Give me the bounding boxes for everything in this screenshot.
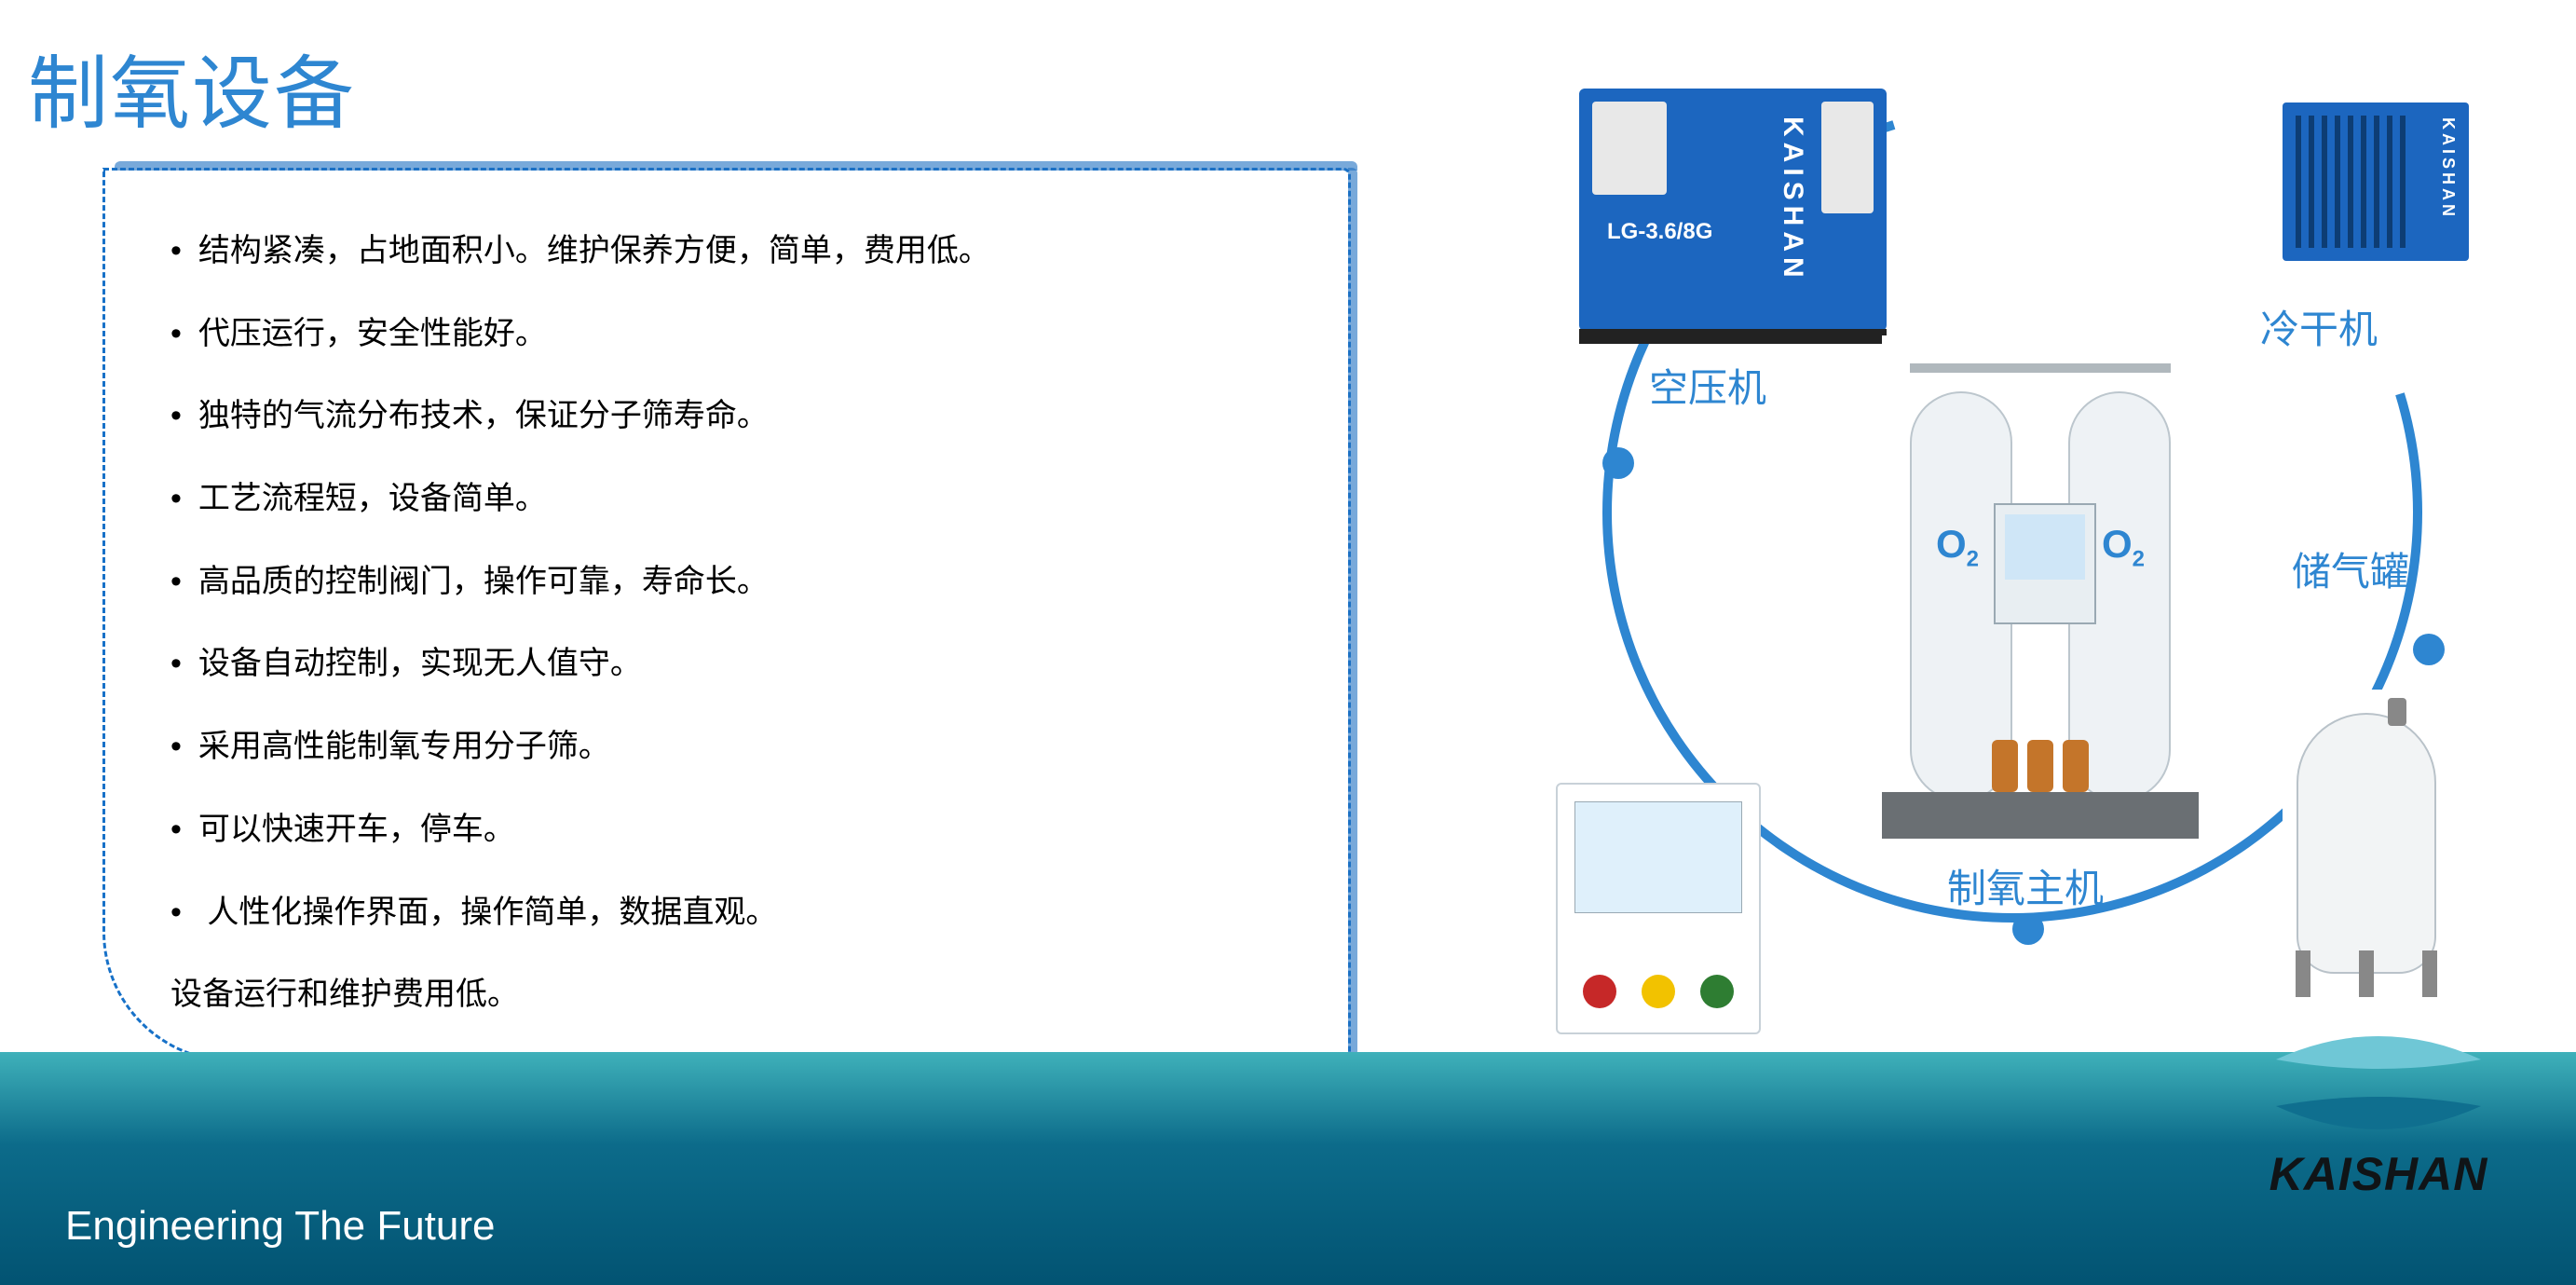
controller-buttons	[1558, 975, 1759, 1008]
equipment-o2-generator: O2 O2	[1882, 335, 2199, 839]
o2-label-right: O2	[2102, 522, 2145, 572]
compressor-body: LG-3.6/8G KAISHAN	[1579, 89, 1887, 331]
o2-filters	[1992, 740, 2089, 792]
box-shadow-right	[1348, 168, 1357, 1057]
controller-button-green	[1700, 975, 1734, 1008]
logo-text: KAISHAN	[2229, 1147, 2528, 1201]
list-item: 工艺流程短，设备简单。	[170, 474, 1283, 524]
equipment-compressor: LG-3.6/8G KAISHAN	[1579, 89, 1887, 331]
compressor-panel	[1821, 102, 1874, 213]
logo-rings-icon	[2239, 1022, 2518, 1143]
equipment-controller	[1556, 783, 1761, 1034]
label-o2-generator: 制氧主机	[1947, 857, 2104, 914]
o2-screen	[2005, 514, 2085, 580]
feature-box: 结构紧凑，占地面积小。维护保养方便，简单，费用低。 代压运行，安全性能好。 独特…	[102, 168, 1351, 1062]
label-compressor: 空压机	[1649, 357, 1766, 414]
compressor-model: LG-3.6/8G	[1607, 219, 1712, 245]
list-item: 独特的气流分布技术，保证分子筛寿命。	[170, 391, 1283, 441]
list-item: 采用高性能制氧专用分子筛。	[170, 722, 1283, 772]
dryer-grille	[2296, 116, 2413, 248]
list-item: 可以快速开车，停车。	[170, 805, 1283, 854]
compressor-door	[1592, 102, 1667, 195]
footer-tagline: Engineering The Future	[65, 1203, 495, 1250]
compressor-brand: KAISHAN	[1777, 116, 1808, 283]
footer-bar: Engineering The Future	[0, 1052, 2576, 1285]
tank-cylinder	[2297, 713, 2436, 974]
tank-legs	[2283, 950, 2450, 997]
controller-screen	[1574, 801, 1742, 913]
controller-button-yellow	[1642, 975, 1675, 1008]
flow-dot	[2413, 634, 2445, 665]
o2-control-panel	[1994, 503, 2096, 624]
flow-dot	[2012, 913, 2044, 945]
tank-port	[2388, 698, 2406, 726]
process-diagram: LG-3.6/8G KAISHAN 空压机 KAISHAN 冷干机 储气罐 O2	[1565, 37, 2487, 1072]
controller-button-red	[1583, 975, 1616, 1008]
equipment-dryer: KAISHAN	[2283, 103, 2469, 261]
list-item: 设备自动控制，实现无人值守。	[170, 639, 1283, 689]
label-dryer: 冷干机	[2260, 298, 2378, 355]
brand-logo: KAISHAN	[2229, 1022, 2528, 1201]
label-tank: 储气罐	[2292, 540, 2409, 597]
list-item: 结构紧凑，占地面积小。维护保养方便，简单，费用低。	[170, 226, 1283, 276]
list-item: 代压运行，安全性能好。	[170, 309, 1283, 359]
equipment-tank	[2283, 690, 2450, 997]
o2-label-left: O2	[1936, 522, 1979, 572]
list-item: 人性化操作界面，操作简单，数据直观。	[170, 888, 1283, 937]
list-item: 设备运行和维护费用低。	[170, 970, 1283, 1019]
box-shadow-top	[115, 161, 1357, 171]
compressor-base	[1579, 329, 1887, 344]
feature-list: 结构紧凑，占地面积小。维护保养方便，简单，费用低。 代压运行，安全性能好。 独特…	[170, 226, 1283, 1102]
page-title: 制氧设备	[28, 28, 356, 144]
flow-dot	[1602, 447, 1634, 479]
dryer-brand: KAISHAN	[2438, 117, 2458, 220]
list-item: 高品质的控制阀门，操作可靠，寿命长。	[170, 557, 1283, 607]
o2-base	[1882, 792, 2199, 839]
